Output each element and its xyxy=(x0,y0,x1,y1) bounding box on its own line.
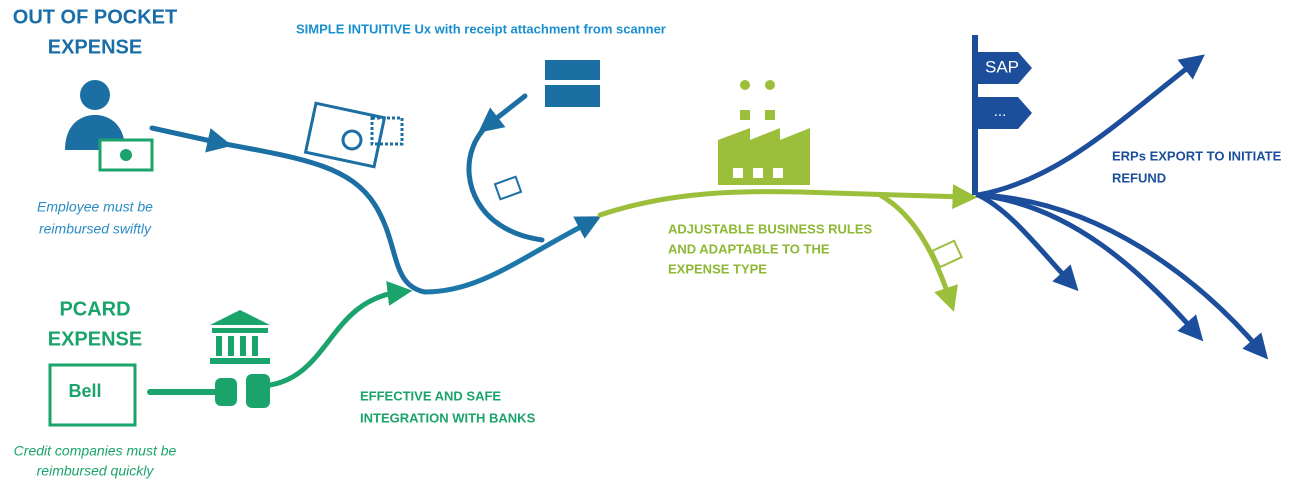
step-label: INTEGRATION WITH BANKS xyxy=(360,410,536,425)
erp-sign: SAP xyxy=(985,57,1019,76)
step-label: REFUND xyxy=(1112,170,1166,185)
source-note: Employee must be xyxy=(37,199,153,215)
factory-icon xyxy=(718,80,810,185)
step-label: EXPENSE TYPE xyxy=(668,261,767,276)
source-title: EXPENSE xyxy=(48,328,142,350)
erp-sign: ... xyxy=(994,103,1007,120)
employee-icon xyxy=(65,80,152,170)
step-label: AND ADAPTABLE TO THE xyxy=(668,241,830,256)
scanner-icon xyxy=(545,60,600,107)
source-note: reimbursed quickly xyxy=(37,463,155,479)
source-note: Credit companies must be xyxy=(14,443,177,459)
plug-icon xyxy=(215,374,270,408)
source-title: EXPENSE xyxy=(48,36,142,58)
ux-icon xyxy=(306,103,402,166)
mail-icon xyxy=(495,177,521,200)
card-label: Bell xyxy=(68,381,101,401)
step-label: SIMPLE INTUITIVE Ux with receipt attachm… xyxy=(296,21,666,36)
step-label: ADJUSTABLE BUSINESS RULES xyxy=(668,221,873,236)
diagram: OUT OF POCKET EXPENSE Employee must be r… xyxy=(0,0,1302,480)
source-title: PCARD xyxy=(59,298,130,320)
step-label: ERPs EXPORT TO INITIATE xyxy=(1112,148,1282,163)
source-title: OUT OF POCKET xyxy=(13,6,177,28)
bank-icon xyxy=(210,310,270,364)
step-label: EFFECTIVE AND SAFE xyxy=(360,388,501,403)
source-note: reimbursed swiftly xyxy=(39,221,152,237)
